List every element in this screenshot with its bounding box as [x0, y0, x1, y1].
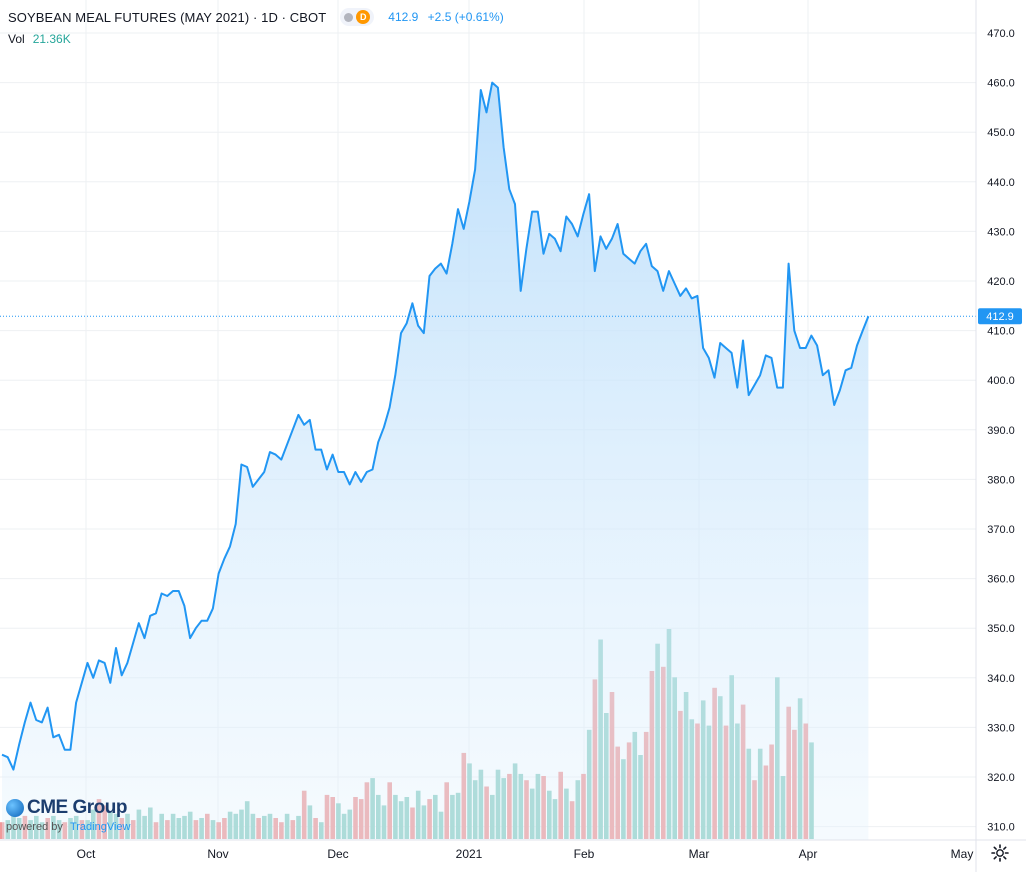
y-tick-label: 310.0 [987, 822, 1015, 834]
price-change: +2.5 (+0.61%) [427, 10, 504, 24]
price-axis[interactable]: 310.0 320.0 330.0 340.0 350.0 360.0 370.0 380.0… [987, 28, 1015, 834]
x-tick-label: Dec [327, 847, 348, 861]
x-tick-label: May [951, 847, 974, 861]
y-tick-label: 400.0 [987, 375, 1015, 387]
platform-name[interactable]: TradingView [69, 821, 131, 833]
y-tick-label: 440.0 [987, 177, 1015, 189]
price-area-fill [2, 82, 869, 841]
last-price: 412.9 [388, 10, 419, 24]
status-dot-icon [344, 12, 354, 22]
volume-legend: Vol 21.36K [8, 32, 71, 46]
cme-logo[interactable]: CME Group powered by TradingView [6, 797, 130, 833]
y-tick-label: 450.0 [987, 127, 1015, 139]
interval-badge[interactable]: D [340, 8, 375, 26]
delayed-data-icon: D [356, 10, 371, 24]
x-tick-label: Oct [77, 847, 96, 861]
y-tick-label: 390.0 [987, 425, 1015, 437]
y-tick-label: 460.0 [987, 78, 1015, 90]
price-line [1, 81, 870, 771]
y-tick-label: 420.0 [987, 276, 1015, 288]
y-tick-label: 370.0 [987, 524, 1015, 536]
y-tick-label: 410.0 [987, 326, 1015, 338]
x-tick-label: 2021 [456, 847, 483, 861]
symbol-title[interactable]: SOYBEAN MEAL FUTURES (MAY 2021) · 1D · C… [8, 9, 327, 25]
y-tick-label: 340.0 [987, 673, 1015, 685]
y-tick-label: 380.0 [987, 474, 1015, 486]
chart-header: SOYBEAN MEAL FUTURES (MAY 2021) · 1D · C… [8, 6, 504, 28]
y-tick-label: 360.0 [987, 574, 1015, 586]
y-tick-label: 350.0 [987, 623, 1015, 635]
powered-by-label: powered by [6, 821, 63, 833]
gear-icon[interactable] [990, 843, 1010, 863]
last-price-marker: 412.9 [978, 308, 1022, 325]
x-tick-label: Mar [689, 847, 710, 861]
price-quote: 412.9 +2.5 (+0.61%) [388, 10, 503, 24]
last-price-label-bg [978, 308, 1022, 325]
x-tick-label: Nov [207, 847, 228, 861]
volume-value: 21.36K [32, 32, 71, 46]
x-tick-label: Apr [799, 847, 818, 861]
y-tick-label: 430.0 [987, 226, 1015, 238]
time-axis[interactable]: Oct Nov Dec 2021 Feb Mar Apr May [77, 847, 974, 861]
y-tick-label: 320.0 [987, 772, 1015, 784]
last-price-label: 412.9 [986, 311, 1014, 323]
globe-icon [6, 799, 24, 817]
y-tick-label: 470.0 [987, 28, 1015, 40]
logo-brand: CME Group [27, 797, 128, 818]
powered-by: powered by TradingView [6, 821, 130, 833]
y-tick-label: 330.0 [987, 722, 1015, 734]
x-tick-label: Feb [574, 847, 595, 861]
volume-label[interactable]: Vol [8, 32, 25, 46]
